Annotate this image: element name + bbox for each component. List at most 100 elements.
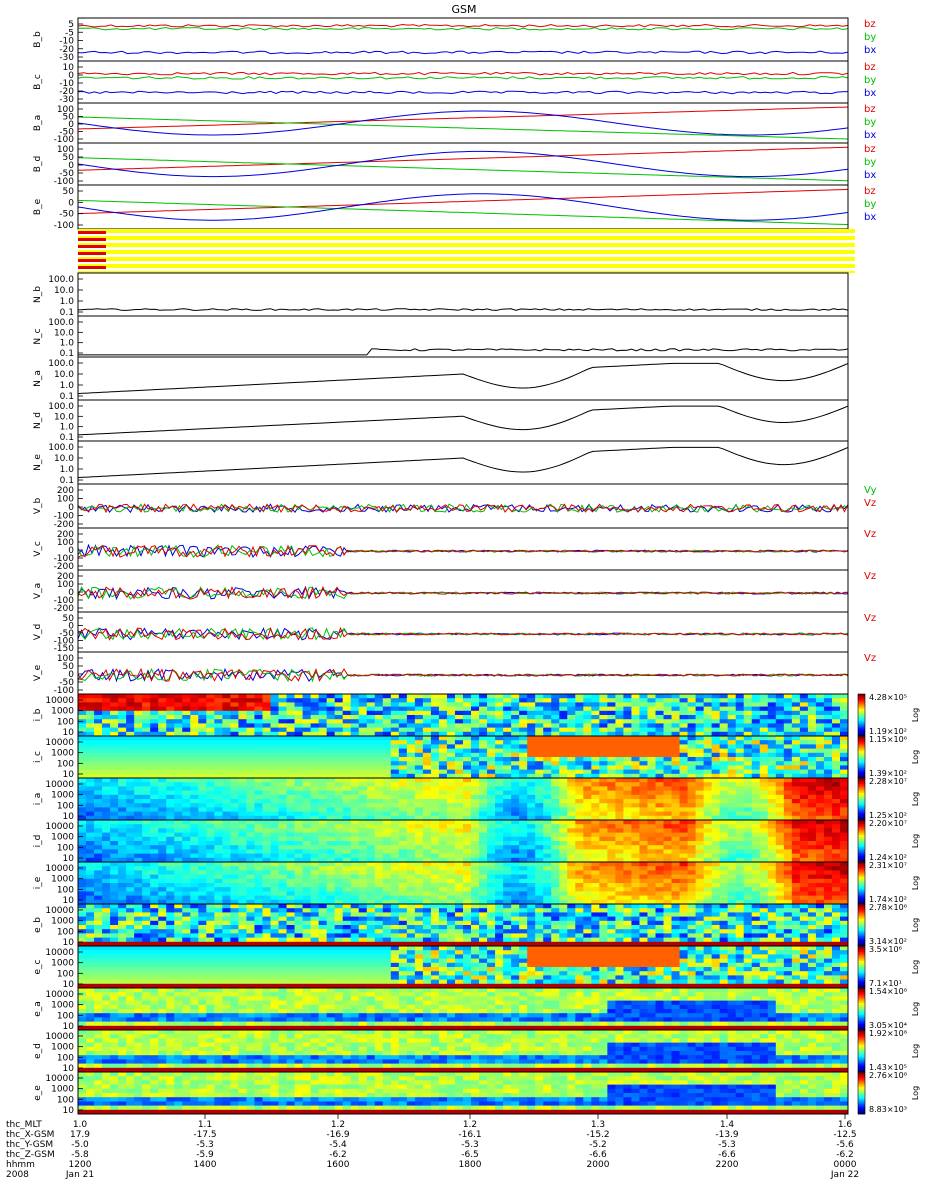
panel-i_d-cell (366, 853, 376, 859)
panel-i_d-cell (430, 836, 440, 842)
panel-i_e-cell (142, 899, 151, 905)
panel-i_b-cell (759, 702, 769, 707)
panel-flags-stripe (78, 233, 855, 236)
panel-i_d-cell (807, 828, 817, 833)
panel-i_a-cell (86, 811, 95, 817)
panel-i_d-cell (94, 849, 103, 854)
panel-i_a-cell (727, 815, 737, 821)
panel-i_a-cell (190, 782, 199, 787)
panel-i_e-cell (695, 874, 705, 880)
panel-i_a-cell (511, 778, 520, 783)
panel-i_c-cell (382, 773, 392, 779)
panel-i_c-cell (294, 773, 303, 779)
panel-i_b-cell (214, 698, 223, 703)
panel-i_e-cell (398, 866, 408, 871)
panel-i_a-cell (799, 799, 809, 804)
panel-i_e-cell (350, 878, 360, 884)
panel-i_d-cell (639, 836, 648, 842)
panel-i_d-cell (647, 849, 656, 854)
panel-i_d-cell (294, 841, 303, 846)
panel-i_c-cell (703, 744, 713, 749)
panel-i_a-cell (254, 815, 263, 821)
panel-i_c-cell (831, 744, 841, 749)
panel-i_d-cell (142, 853, 151, 859)
panel-i_a-cell (535, 811, 544, 817)
panel-i_d-cell (446, 853, 456, 859)
panel-i_d-cell (735, 849, 745, 854)
panel-i_e-cell (495, 899, 504, 905)
panel-i_e-cell (358, 895, 368, 901)
panel-i_e-cell (134, 887, 143, 892)
panel-i_e-cell (631, 866, 640, 871)
panel-i_c-cell (655, 736, 664, 741)
panel-i_d-cell (791, 836, 801, 842)
panel-i_d-cell (390, 841, 400, 846)
panel-i_d-cell (823, 824, 833, 829)
panel-i_b-cell (695, 719, 705, 724)
panel-i_b-cell (519, 706, 528, 712)
panel-i_b-cell (663, 715, 672, 720)
panel-i_a-cell (358, 815, 368, 821)
panel-N_a-ylabel: N_a (33, 370, 43, 387)
panel-i_e-cell (230, 862, 239, 867)
panel-i_e-cell (575, 862, 584, 867)
panel-i_c-cell (807, 752, 817, 758)
panel-i_b-cell (703, 698, 713, 703)
panel-i_e-cell (254, 887, 263, 892)
panel-i_b-cell (414, 710, 424, 716)
panel-i_e-cell (302, 878, 311, 884)
panel-i_e-cell (543, 887, 552, 892)
panel-i_c-cell (118, 748, 127, 754)
panel-i_b-cell (214, 719, 223, 724)
panel-i_e-cell (382, 899, 392, 905)
panel-i_d-cell (358, 857, 368, 863)
panel-i_c-cell (414, 765, 424, 770)
panel-i_e-cell (254, 895, 263, 901)
panel-i_d-cell (751, 857, 761, 863)
panel-i_b-cell (799, 694, 809, 699)
panel-i_b-cell (607, 710, 616, 716)
panel-i_d-cell (374, 832, 384, 838)
panel-i_c-cell (655, 769, 664, 775)
panel-i_e-cell (631, 870, 640, 875)
panel-i_a-colorbar-step (858, 807, 865, 810)
panel-N_e-tick-label: 1.0 (60, 465, 75, 475)
panel-i_a-cell (374, 790, 384, 796)
panel-i_c-cell (695, 761, 705, 766)
panel-i_a-cell (406, 794, 416, 800)
panel-i_d-colorbar-step (858, 824, 865, 827)
panel-i_a-cell (687, 799, 696, 804)
panel-i_a-cell (358, 794, 368, 800)
panel-B_e-legend-bx: bx (864, 212, 876, 223)
panel-i_d-cell (807, 849, 817, 854)
panel-i_c-cell (438, 773, 448, 779)
panel-i_a-cell (310, 815, 320, 821)
panel-i_e-cell (126, 866, 135, 871)
panel-i_a-cell (511, 794, 520, 800)
panel-i_c-cell (527, 761, 536, 766)
panel-i_a-cell (374, 803, 384, 808)
panel-i_e-cell (639, 862, 648, 867)
panel-i_c-cell (222, 757, 231, 762)
panel-i_b-cell (286, 719, 295, 724)
panel-i_c-cell (631, 740, 640, 745)
panel-i_a-cell (174, 803, 183, 808)
panel-i_d-cell (711, 824, 721, 829)
panel-i_a-cell (471, 803, 480, 808)
panel-i_b-cell (326, 694, 336, 699)
panel-i_e-cell (671, 862, 680, 867)
panel-i_b-cell (342, 719, 352, 724)
panel-i_a-colorbar-step (858, 809, 865, 812)
panel-i_d-cell (134, 845, 143, 850)
panel-i_a-cell (286, 794, 295, 800)
panel-i_e-cell (174, 874, 183, 880)
panel-N_c-tick-label: 0.1 (60, 349, 74, 359)
panel-i_b-cell (495, 727, 504, 733)
panel-i_a-cell (799, 790, 809, 796)
panel-i_c-cell (78, 744, 87, 749)
panel-i_a-cell (631, 799, 640, 804)
panel-i_d-cell (711, 845, 721, 850)
panel-i_e-cell (78, 862, 87, 867)
panel-i_c-cell (182, 773, 191, 779)
panel-i_d-cell (503, 832, 512, 838)
